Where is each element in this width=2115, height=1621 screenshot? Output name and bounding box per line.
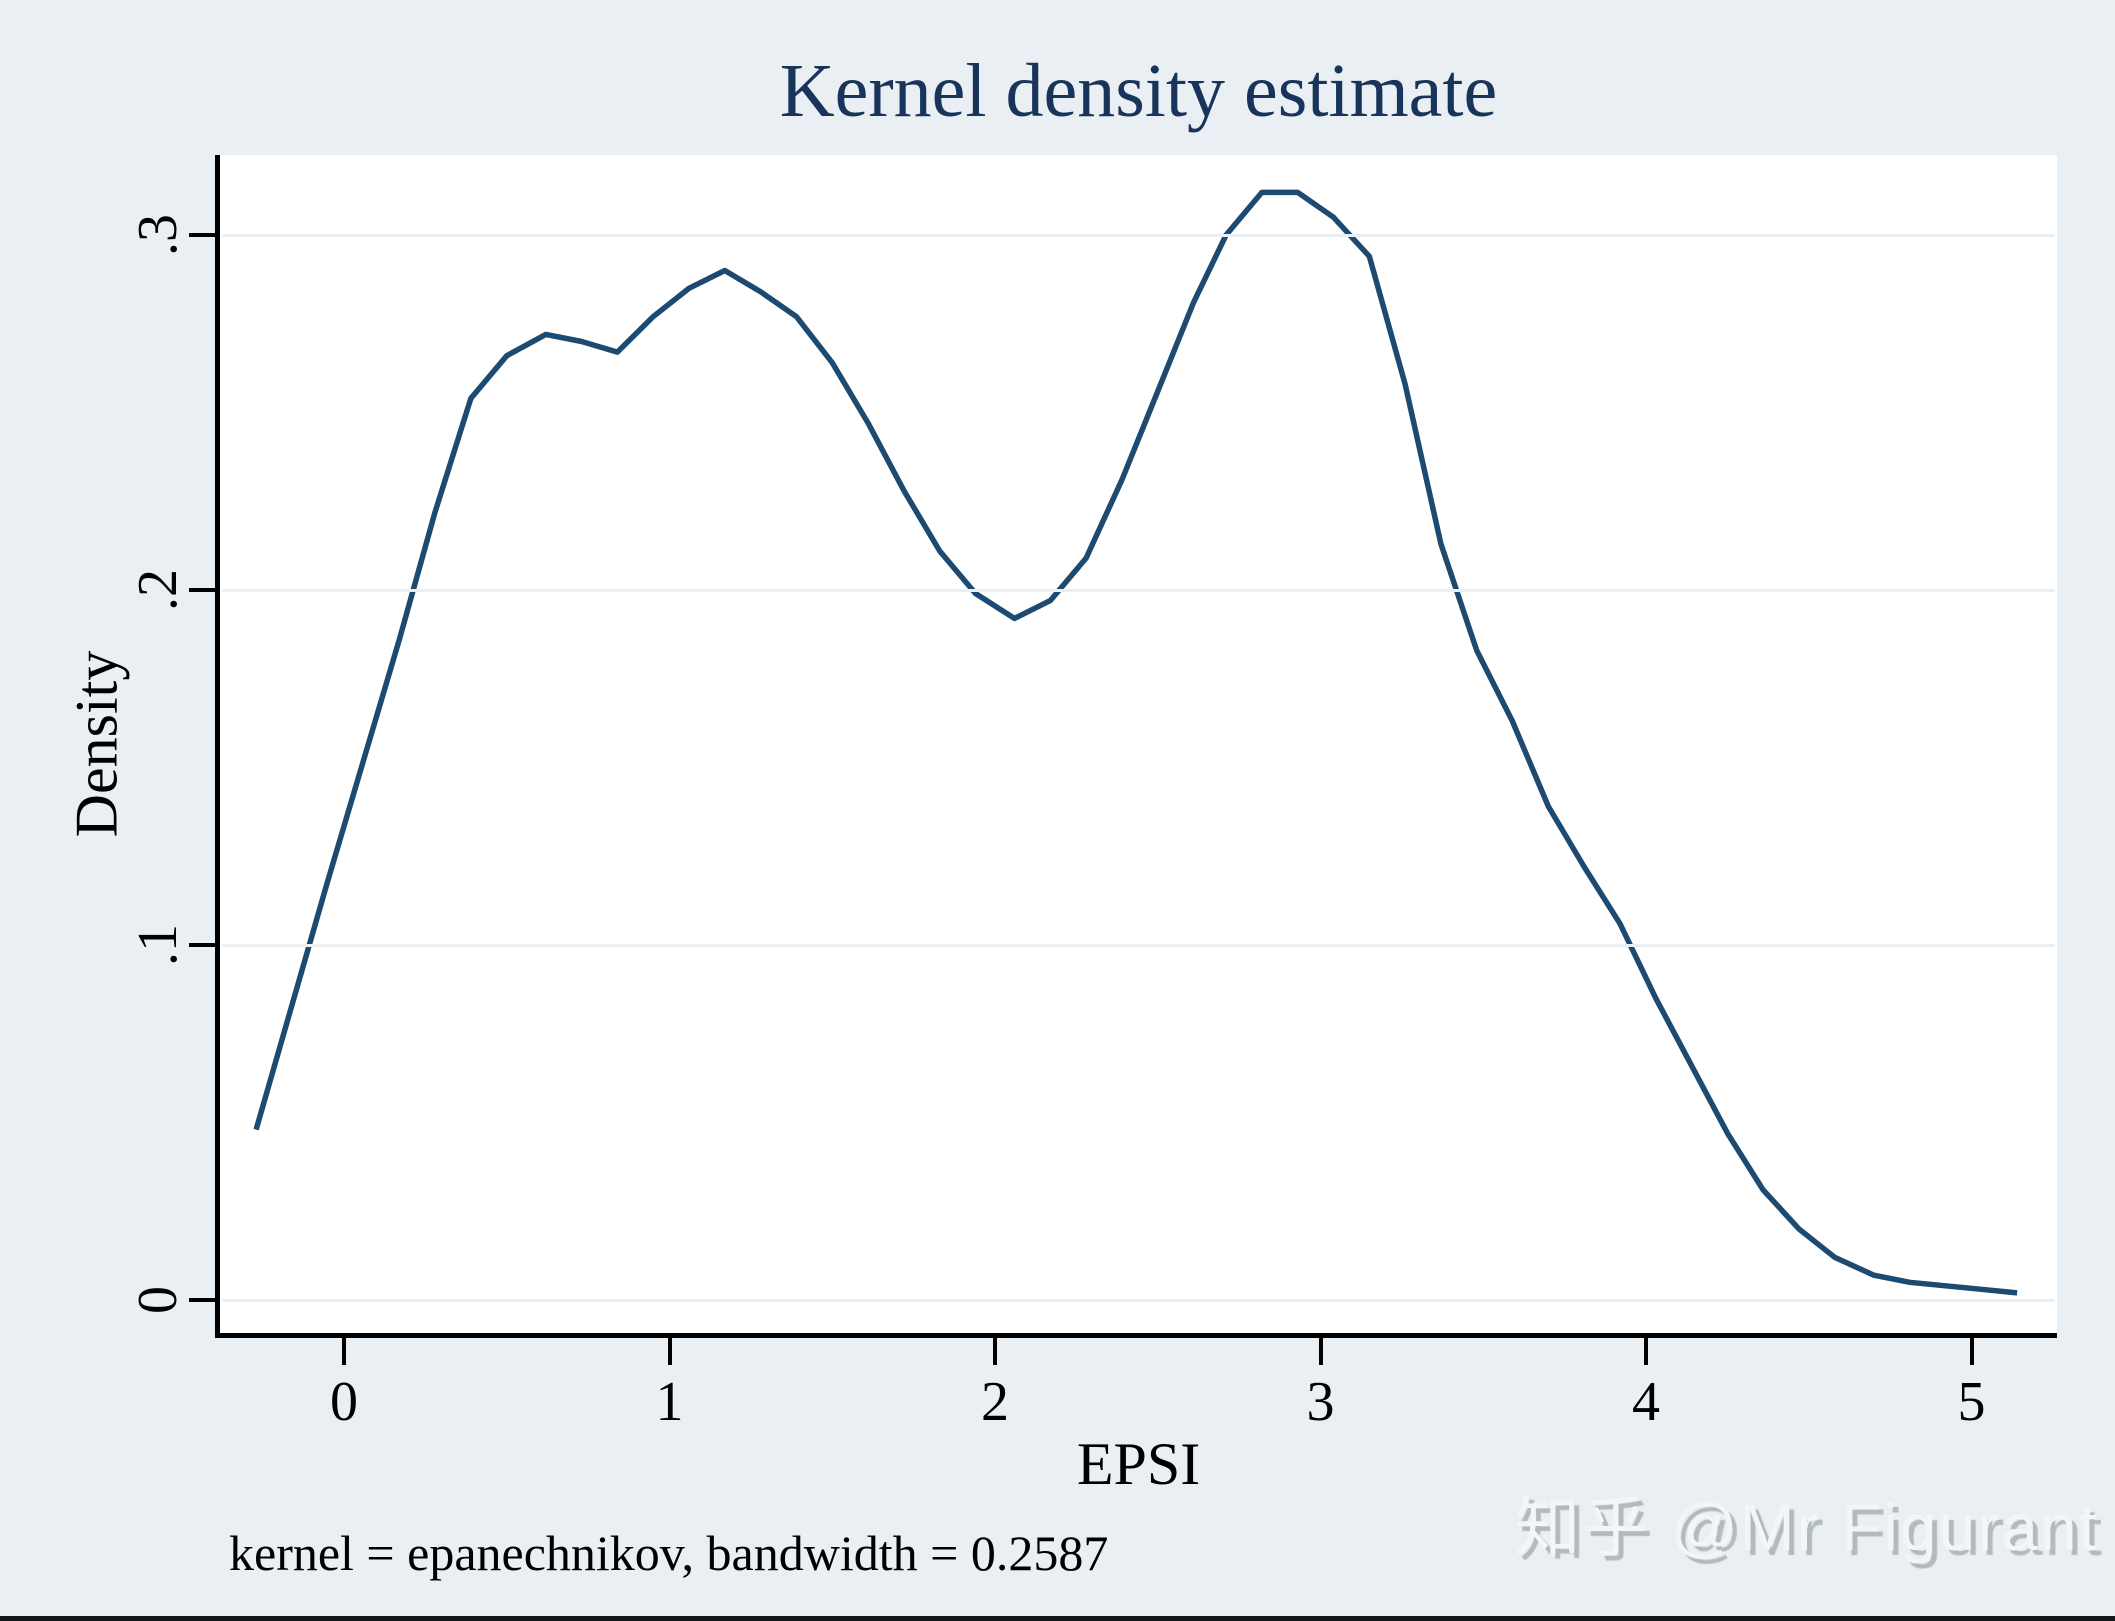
x-axis-title: EPSI (1076, 1431, 1201, 1497)
y-gridline (222, 1298, 2055, 1302)
plot-area: 0 .1 .2 .3 0 1 2 3 4 5 (127, 155, 2057, 1433)
bottom-border-strip (0, 1616, 2115, 1621)
y-tick-mark (189, 1298, 215, 1302)
x-tick-mark (1318, 1338, 1323, 1365)
y-tick-label: .2 (127, 569, 189, 611)
y-tick-label: .3 (127, 214, 189, 256)
x-axis-line (215, 1333, 2057, 1338)
zhihu-watermark: 知乎 @Mr Figurant (1514, 1490, 2099, 1564)
y-tick-label: .1 (127, 924, 189, 966)
x-tick-label: 1 (655, 1371, 684, 1433)
density-curve-path (253, 189, 2018, 1296)
y-tick-label: 0 (127, 1286, 189, 1314)
density-curve (253, 189, 2018, 1296)
x-tick-label: 3 (1306, 1371, 1335, 1433)
x-tick-mark (1969, 1338, 1974, 1365)
y-axis-line (215, 155, 220, 1338)
y-tick-mark (189, 233, 215, 237)
x-tick-label: 2 (981, 1371, 1009, 1433)
x-tick-label: 5 (1957, 1371, 1986, 1433)
chart-title: Kernel density estimate (779, 49, 1498, 133)
x-tick-mark (993, 1338, 997, 1365)
x-tick-mark (342, 1338, 346, 1365)
x-tick-label: 4 (1632, 1371, 1660, 1433)
y-gridline (222, 943, 2055, 947)
y-gridline (222, 588, 2055, 592)
x-tick-mark (1644, 1338, 1648, 1365)
kernel-bandwidth-note: kernel = epanechnikov, bandwidth = 0.258… (229, 1525, 1109, 1581)
y-tick-mark (189, 943, 215, 947)
x-tick-mark (667, 1338, 672, 1365)
y-tick-mark (189, 588, 215, 592)
y-gridline (222, 233, 2055, 237)
x-tick-label: 0 (330, 1371, 358, 1433)
y-axis-title: Density (63, 650, 130, 838)
